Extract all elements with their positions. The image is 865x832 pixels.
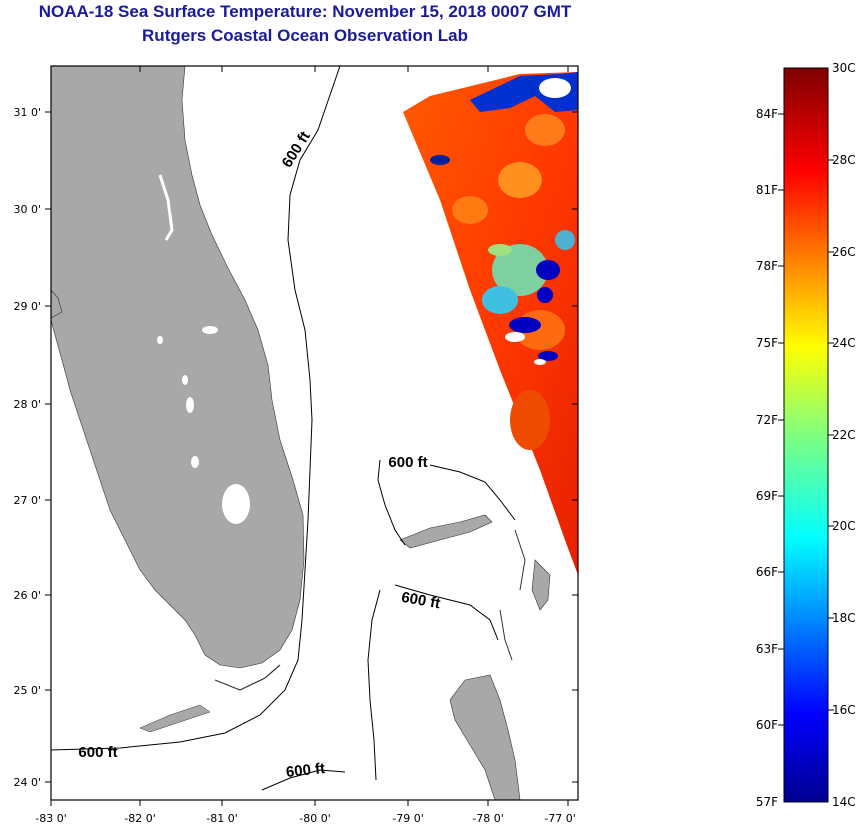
colorbar-c-label: 22C bbox=[832, 428, 856, 442]
colorbar-c-label: 20C bbox=[832, 519, 856, 533]
lat-label: 27 0' bbox=[13, 494, 41, 507]
lon-label: -82 0' bbox=[124, 812, 156, 825]
colorbar-f-label: 78F bbox=[756, 259, 778, 273]
lon-label: -83 0' bbox=[35, 812, 67, 825]
contour-label: 600 ft bbox=[78, 744, 117, 761]
lat-label: 30 0' bbox=[13, 203, 41, 216]
colorbar-f-label: 69F bbox=[756, 489, 778, 503]
colorbar-ticks bbox=[778, 113, 834, 726]
colorbar-f-label: 66F bbox=[756, 565, 778, 579]
lon-label: -81 0' bbox=[206, 812, 238, 825]
title-line-2: Rutgers Coastal Ocean Observation Lab bbox=[142, 26, 468, 45]
colorbar-c-label: 16C bbox=[832, 703, 856, 717]
colorbar-c-label: 14C bbox=[832, 795, 856, 809]
contour-label: 600 ft bbox=[400, 589, 442, 613]
lon-label: -80 0' bbox=[299, 812, 331, 825]
colorbar-f-label: 63F bbox=[756, 642, 778, 656]
colorbar-f-label: 81F bbox=[756, 183, 778, 197]
lat-label: 26 0' bbox=[13, 589, 41, 602]
lat-label: 25 0' bbox=[13, 684, 41, 697]
lat-label: 24 0' bbox=[13, 776, 41, 789]
grand-bahama bbox=[399, 514, 493, 549]
lon-label: -79 0' bbox=[392, 812, 424, 825]
lat-label: 28 0' bbox=[13, 398, 41, 411]
longitude-labels: -83 0' -82 0' -81 0' -80 0' -79 0' -78 0… bbox=[35, 812, 576, 825]
contour-label: 600 ft bbox=[388, 454, 427, 471]
colorbar-f-label: 84F bbox=[756, 107, 778, 121]
colorbar-c-label: 24C bbox=[832, 336, 856, 350]
colorbar-celsius-labels: 30C 28C 26C 24C 22C 20C 18C 16C 14C bbox=[832, 61, 856, 809]
colorbar-c-label: 26C bbox=[832, 245, 856, 259]
colorbar-c-label: 28C bbox=[832, 153, 856, 167]
colorbar-f-label: 60F bbox=[756, 718, 778, 732]
colorbar-f-label: 75F bbox=[756, 336, 778, 350]
colorbar-c-label: 30C bbox=[832, 61, 856, 75]
contour-600ft-florida bbox=[51, 66, 341, 751]
lat-label: 31 0' bbox=[13, 106, 41, 119]
colorbar-c-label: 18C bbox=[832, 611, 856, 625]
colorbar-f-label: 57F bbox=[756, 795, 778, 809]
lat-label: 29 0' bbox=[13, 300, 41, 313]
contour-label: 600 ft bbox=[285, 760, 326, 781]
andros bbox=[449, 674, 521, 800]
sst-swath bbox=[403, 72, 578, 575]
axis-ticks bbox=[45, 66, 578, 806]
lake-okeechobee bbox=[222, 484, 250, 524]
colorbar-fahrenheit-labels: 84F 81F 78F 75F 72F 69F 66F 63F 60F 57F bbox=[756, 107, 778, 809]
latitude-labels: 31 0' 30 0' 29 0' 28 0' 27 0' 26 0' 25 0… bbox=[13, 106, 41, 789]
title-line-1: NOAA-18 Sea Surface Temperature: Novembe… bbox=[38, 2, 572, 21]
lon-label: -78 0' bbox=[472, 812, 504, 825]
contour-600ft-grand-bahama bbox=[377, 459, 516, 546]
lon-label: -77 0' bbox=[544, 812, 576, 825]
contour-600ft-andros bbox=[367, 584, 499, 781]
abaco bbox=[531, 559, 551, 611]
colorbar bbox=[783, 67, 829, 803]
colorbar-f-label: 72F bbox=[756, 413, 778, 427]
